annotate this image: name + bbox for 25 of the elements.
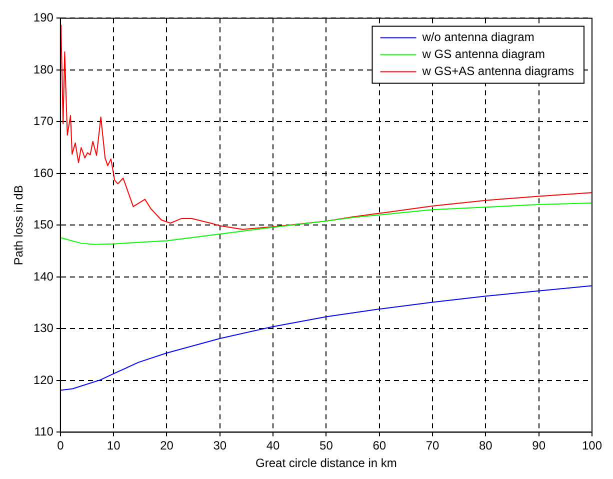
x-tick-label: 100 <box>582 438 602 453</box>
legend-label: w/o antenna diagram <box>421 30 534 44</box>
x-tick-label: 70 <box>426 438 440 453</box>
y-axis-title: Path loss in dB <box>12 185 26 266</box>
legend-label: w GS antenna diagram <box>421 47 545 62</box>
y-tick-label: 150 <box>33 218 54 232</box>
x-tick-label: 0 <box>57 438 64 453</box>
x-tick-label: 10 <box>106 438 121 453</box>
x-tick-label: 20 <box>160 438 174 453</box>
y-tick-label: 190 <box>33 10 54 25</box>
legend-label: w GS+AS antenna diagrams <box>421 64 574 78</box>
y-tick-label: 110 <box>34 424 54 439</box>
x-tick-label: 60 <box>372 438 386 453</box>
y-tick-label: 180 <box>33 62 54 76</box>
y-tick-label: 160 <box>33 166 54 180</box>
x-tick-label: 90 <box>532 438 546 453</box>
x-tick-label: 40 <box>266 438 280 453</box>
y-tick-label: 120 <box>33 372 54 387</box>
y-tick-label: 170 <box>33 114 54 128</box>
x-tick-label: 50 <box>320 438 334 453</box>
y-tick-label: 130 <box>33 321 54 336</box>
x-tick-label: 80 <box>478 438 493 453</box>
y-tick-label: 140 <box>33 269 54 284</box>
x-axis-title: Great circle distance in km <box>256 456 397 470</box>
x-tick-label: 30 <box>213 438 227 453</box>
